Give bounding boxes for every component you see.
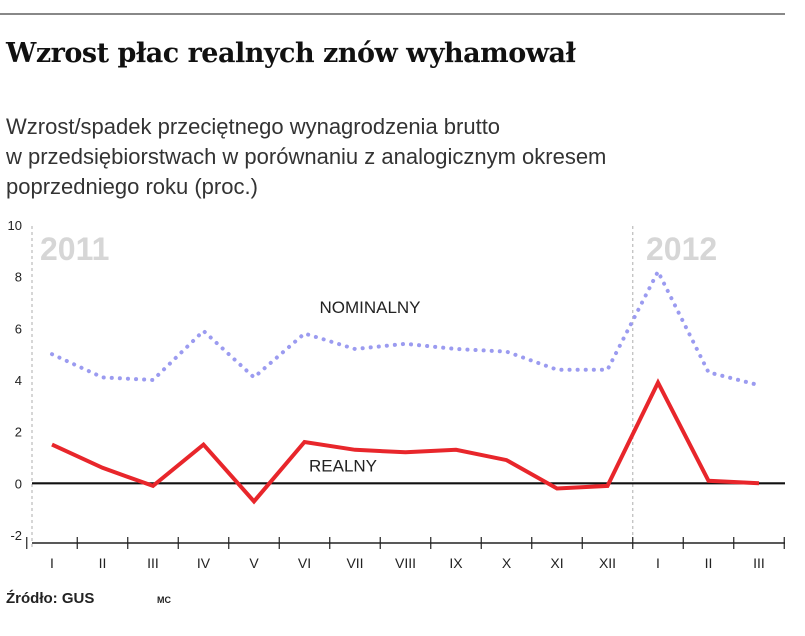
x-tick-label: I (656, 555, 660, 571)
subtitle-line-1: Wzrost/spadek przeciętnego wynagrodzenia… (6, 114, 501, 139)
subtitle-line-3: poprzedniego roku (proc.) (6, 174, 258, 199)
y-tick-label: 8 (15, 270, 22, 285)
x-tick-label: IX (449, 555, 463, 571)
x-tick-label: V (249, 555, 259, 571)
chart-gridlines (31, 226, 634, 547)
y-tick-label: -2 (10, 528, 22, 543)
x-tick-label: II (99, 555, 107, 571)
y-tick-label: 10 (8, 218, 22, 233)
year-label-2011: 2011 (40, 231, 109, 267)
x-tick-label: XII (599, 555, 616, 571)
x-tick-label: IV (197, 555, 211, 571)
source-note: Źródło: GUS (6, 590, 95, 607)
chart-subtitle: Wzrost/spadek przeciętnego wynagrodzenia… (6, 112, 766, 202)
y-tick-label: 0 (15, 476, 22, 491)
series-line-nominalny (50, 269, 761, 388)
page-title: Wzrost płac realnych znów wyhamował (6, 38, 576, 69)
x-tick-label: III (147, 555, 159, 571)
chart-series-labels: NOMINALNY REALNY (309, 298, 421, 476)
y-tick-label: 2 (15, 425, 22, 440)
series-label-realny: REALNY (309, 457, 377, 476)
y-tick-label: 6 (15, 321, 22, 336)
x-tick-label: VI (298, 555, 311, 571)
x-tick-label: VII (346, 555, 363, 571)
subtitle-line-2: w przedsiębiorstwach w porównaniu z anal… (6, 144, 607, 169)
x-tick-label: XI (550, 555, 563, 571)
y-tick-label: 4 (15, 373, 22, 388)
top-rule (0, 13, 785, 15)
series-line-realny (51, 378, 760, 505)
x-tick-label: VIII (395, 555, 416, 571)
chart-series (50, 269, 761, 505)
x-tick-label: I (50, 555, 54, 571)
year-label-2012: 2012 (646, 231, 717, 267)
x-tick-label: II (705, 555, 713, 571)
year-labels: 2011 2012 (40, 231, 717, 267)
x-tick-label: III (753, 555, 765, 571)
x-tick-label: X (502, 555, 512, 571)
author-credit: MC (157, 595, 171, 605)
series-label-nominalny: NOMINALNY (319, 298, 420, 317)
